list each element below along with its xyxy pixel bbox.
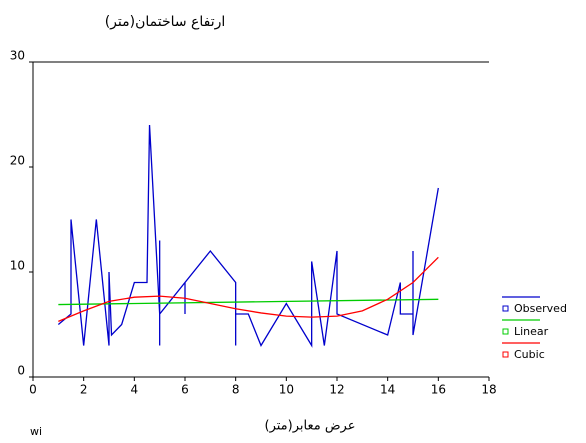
series-line	[58, 298, 439, 306]
series-line	[58, 256, 439, 322]
legend-marker	[502, 328, 509, 335]
x-tick-label: 14	[380, 383, 395, 397]
x-tick-label: 18	[481, 383, 496, 397]
y-tick-label: 30	[10, 49, 25, 63]
legend-label: Observed	[514, 302, 567, 315]
x-tick-label: 10	[279, 383, 294, 397]
x-tick-label: 12	[329, 383, 344, 397]
series-line	[57, 124, 439, 348]
y-tick-label: 0	[17, 364, 25, 378]
x-tick-label: 0	[29, 383, 37, 397]
legend-label: Linear	[514, 325, 549, 338]
x-axis-label: عرض معابر(متر)	[265, 419, 356, 434]
y-tick-label: 20	[10, 154, 25, 168]
x-tick-label: 4	[131, 383, 139, 397]
x-tick-label: 16	[431, 383, 446, 397]
chart-title: ارتفاع ساختمان(متر)	[105, 14, 226, 30]
legend-label: Cubic	[514, 348, 545, 361]
x-tick-label: 6	[181, 383, 189, 397]
legend-marker	[502, 351, 509, 358]
legend-marker	[502, 305, 509, 312]
footnote: wi	[30, 425, 42, 438]
x-tick-label: 8	[232, 383, 240, 397]
y-tick-label: 10	[10, 259, 25, 273]
x-tick-label: 2	[80, 383, 88, 397]
